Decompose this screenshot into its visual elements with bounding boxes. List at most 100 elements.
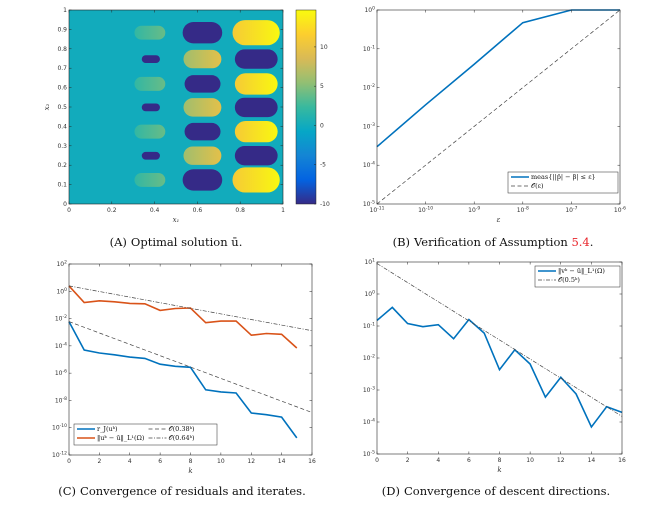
tick-base: 10: [52, 452, 60, 459]
caption-label: (B): [393, 235, 410, 249]
tick-label: 10-2: [363, 83, 375, 92]
heatmap-region: [183, 49, 222, 69]
tick-base: 10: [517, 207, 525, 214]
tick-label: 10: [526, 457, 534, 464]
legend-entry: r_J(uᵏ): [97, 425, 118, 433]
plot-frame: [376, 9, 621, 205]
tick-exponent: -8: [524, 206, 529, 212]
legend-entry: meas{||p̄| − β| ≤ ε}: [531, 173, 596, 181]
legend-entry: 𝒪(0.38ᵏ): [169, 425, 195, 433]
caption-text: Verification of Assumption: [413, 235, 571, 249]
heatmap-region: [182, 22, 223, 44]
tick-label: 10-2: [363, 354, 375, 363]
caption: (A) Optimal solution ū.: [110, 235, 243, 249]
tick-label: 1: [281, 207, 285, 214]
legend-entry: 𝒪(0.5ᵏ): [558, 276, 580, 284]
tick-base: 10: [56, 288, 64, 295]
tick-base: 10: [363, 162, 371, 169]
tick-exponent: 1: [372, 258, 375, 264]
tick-label: 10-4: [363, 418, 375, 427]
tick-label: 0.4: [150, 207, 160, 214]
tick-label: 0.2: [57, 162, 67, 169]
heatmap-region: [183, 98, 222, 117]
heatmap-region: [234, 145, 278, 166]
tick-label: 0.7: [57, 65, 67, 72]
tick-label: 10: [217, 458, 225, 465]
tick-exponent: -2: [371, 83, 376, 89]
heatmap-region: [234, 120, 278, 143]
tick-label: 10-4: [363, 161, 375, 170]
tick-base: 10: [364, 7, 372, 14]
tick-base: 10: [363, 387, 371, 394]
tick-label: 0: [375, 457, 379, 464]
tick-exponent: -5: [371, 200, 376, 206]
tick-base: 10: [468, 207, 476, 214]
tick-label: 10-3: [363, 122, 375, 131]
tick-label: 101: [364, 258, 375, 267]
colorbar-tick-label: 0: [320, 122, 324, 129]
tick-label: 100: [56, 287, 67, 296]
caption-label: (D): [382, 484, 400, 498]
tick-label: 0.1: [57, 182, 67, 189]
tick-label: 10-6: [614, 206, 626, 215]
tick-exponent: 2: [64, 260, 67, 266]
legend: [73, 423, 218, 446]
tick-label: 4: [128, 458, 132, 465]
heatmap-region: [232, 20, 280, 46]
tick-label: 10-10: [52, 423, 67, 432]
tick-label: 16: [618, 457, 626, 464]
caption-text: Convergence of residuals and iterates.: [80, 484, 306, 498]
tick-label: 10-1: [363, 44, 375, 53]
tick-base: 10: [363, 123, 371, 130]
tick-exponent: -1: [371, 44, 376, 50]
x-axis-label: x₁: [173, 216, 180, 224]
tick-label: 10-11: [370, 206, 385, 215]
tick-exponent: -2: [63, 314, 68, 320]
tick-label: 10-6: [55, 369, 67, 378]
caption: (C) Convergence of residuals and iterates…: [58, 484, 306, 498]
tick-base: 10: [363, 323, 371, 330]
caption-suffix: .: [590, 235, 594, 249]
tick-label: 10-8: [517, 206, 529, 215]
heatmap-region: [134, 172, 166, 187]
tick-exponent: -12: [60, 451, 67, 457]
tick-label: 4: [436, 457, 440, 464]
tick-exponent: -6: [622, 206, 627, 212]
tick-label: 0.5: [57, 104, 67, 111]
tick-label: 12: [557, 457, 565, 464]
colorbar-tick-label: 10: [320, 44, 328, 51]
series-line-3: [68, 321, 313, 413]
tick-exponent: -4: [63, 341, 68, 347]
tick-label: 14: [278, 458, 286, 465]
caption-text: Convergence of descent directions.: [404, 484, 610, 498]
heatmap-region: [234, 97, 278, 118]
tick-exponent: -10: [426, 206, 433, 212]
tick-label: 2: [406, 457, 410, 464]
tick-base: 10: [56, 261, 64, 268]
plot-background: [377, 262, 622, 454]
tick-exponent: 0: [372, 290, 375, 296]
tick-exponent: 0: [372, 6, 375, 12]
colorbar-tick-label: -5: [320, 162, 326, 169]
plot-background: [69, 264, 312, 455]
heatmap-region: [134, 76, 166, 91]
tick-label: 8: [498, 457, 502, 464]
tick-label: 16: [308, 458, 316, 465]
tick-base: 10: [418, 207, 426, 214]
chart-D: 0 2 4 6 8 10 12 14 1610-510-410-310-210-1100101k…: [363, 258, 626, 475]
tick-label: 0.6: [193, 207, 203, 214]
tick-label: 0.3: [57, 143, 67, 150]
x-axis-label: k: [497, 466, 501, 474]
colorbar-tick-label: -10: [320, 201, 330, 208]
caption-reference-link[interactable]: 5.4: [571, 235, 589, 249]
tick-base: 10: [363, 46, 371, 53]
legend-entry: ‖uᵏ − ū‖_L¹(Ω): [97, 434, 145, 442]
tick-exponent: -4: [371, 161, 376, 167]
tick-exponent: -11: [377, 206, 384, 212]
tick-base: 10: [614, 207, 622, 214]
heatmap-region: [141, 103, 160, 112]
legend-entry: ‖vᵏ − ū‖_L¹(Ω): [558, 267, 605, 275]
chart-A: 0 0.2 0.4 0.6 0.8 100.10.20.30.40.50.60.70.80…: [43, 7, 330, 224]
heatmap-region: [232, 167, 280, 193]
tick-label: 14: [588, 457, 596, 464]
